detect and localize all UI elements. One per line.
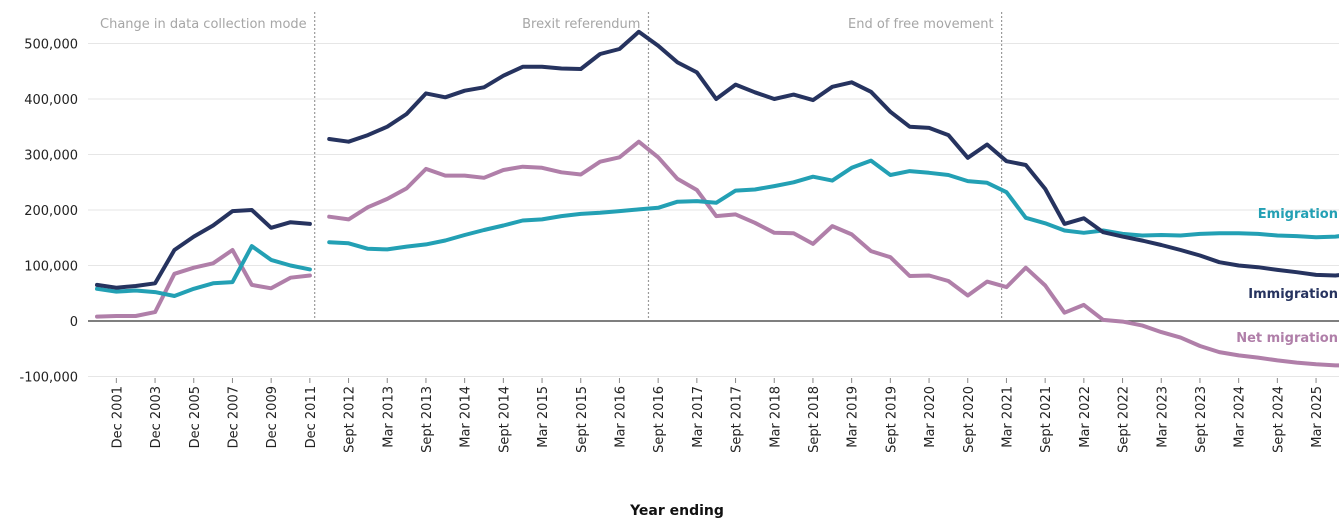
series-labels: Immigration Emigration Net migration [1236,207,1338,346]
x-tick-label: Mar 2016 [614,386,629,448]
event-annotation: End of free movement [848,17,994,32]
x-tick-label: Sept 2023 [1194,386,1209,453]
x-tick-label: Dec 2003 [149,386,164,448]
x-tick-label: Dec 2011 [304,386,319,448]
event-annotation: Change in data collection mode [100,17,307,32]
x-tick-label: Sept 2013 [420,386,435,453]
x-tick-label: Mar 2015 [536,386,551,448]
y-tick-label: 300,000 [24,149,78,164]
y-tick-label: 400,000 [24,93,78,108]
immigration-line [95,208,312,290]
x-tick-label: Mar 2022 [1078,386,1093,448]
x-tick-label: Mar 2024 [1233,386,1248,448]
x-tick-label: Mar 2018 [768,386,783,448]
x-tick-label: Sept 2019 [884,386,899,453]
y-tick-label: 0 [70,315,78,330]
x-tick-label: Dec 2009 [265,386,280,448]
y-tick-label: 500,000 [24,38,78,53]
event-annotation: Brexit referendum [522,17,640,32]
x-tick-label: Sept 2022 [1117,386,1132,453]
immigration-line [327,29,1339,278]
x-tick-label: Mar 2019 [846,386,861,448]
x-tick-label: Mar 2020 [923,386,938,448]
x-tick-label: Sept 2015 [575,386,590,453]
y-tick-label: -100,000 [20,371,78,386]
y-tick-label: 200,000 [24,204,78,219]
x-tick-label: Sept 2017 [730,386,745,453]
x-tick-label: Mar 2017 [691,386,706,448]
y-axis-ticks: 500,000 400,000 300,000 200,000 100,000 0 -100… [20,38,78,386]
x-tick-label: Sept 2016 [652,386,667,453]
x-tick-label: Mar 2025 [1310,386,1325,448]
x-tick-label: Sept 2020 [962,386,977,453]
emigration-label: Emigration [1258,207,1338,222]
x-tick-label: Sept 2018 [807,386,822,453]
x-axis-title: Year ending [629,503,724,518]
event-markers: Change in data collection mode Brexit ref… [100,12,1003,318]
x-tick-label: Mar 2023 [1155,386,1170,448]
net-migration-line [327,139,1339,368]
emigration-line [95,244,312,298]
x-axis-ticks: Dec 2001 Dec 2003 Dec 2005 Dec 2007 Dec 2009… [110,378,1325,453]
x-tick-label: Mar 2013 [381,386,396,448]
x-tick-label: Sept 2024 [1271,386,1286,453]
series-lines [95,29,1339,368]
x-tick-label: Mar 2021 [1001,386,1016,448]
x-tick-label: Dec 2007 [227,386,242,448]
immigration-label: Immigration [1248,287,1338,302]
x-tick-label: Dec 2005 [188,386,203,448]
net-migration-label: Net migration [1236,331,1338,346]
emigration-line [327,158,1339,252]
x-tick-label: Sept 2021 [1039,386,1054,453]
net-migration-line [95,248,312,319]
x-tick-label: Sept 2012 [343,386,358,453]
y-tick-label: 100,000 [24,260,78,275]
x-tick-label: Dec 2001 [110,386,125,448]
x-tick-label: Sept 2014 [497,386,512,453]
x-tick-label: Mar 2014 [459,386,474,448]
